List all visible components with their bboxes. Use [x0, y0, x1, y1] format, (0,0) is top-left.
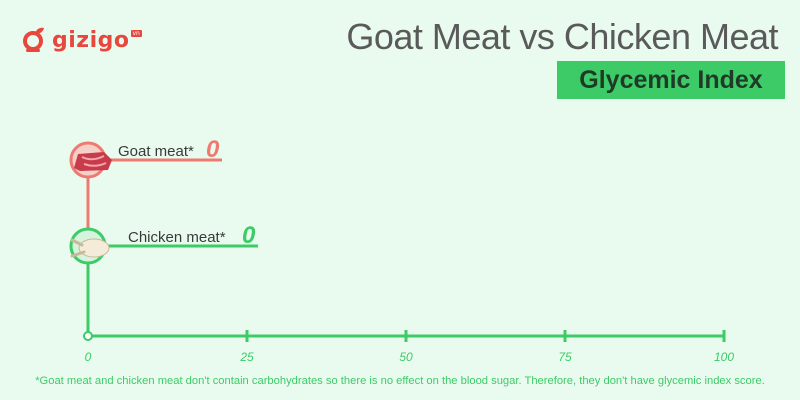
- chicken-body-shape: [78, 238, 110, 258]
- goat-meat-marbling-shape: [81, 155, 107, 167]
- brand-logo[interactable]: gizigo vn: [22, 26, 142, 54]
- page-title: Goat Meat vs Chicken Meat: [346, 16, 778, 57]
- x-tick-label-0: 0: [85, 350, 92, 364]
- chicken-legs-shape: [70, 238, 86, 258]
- footnote: *Goat meat and chicken meat don't contai…: [35, 375, 765, 387]
- axis-origin-marker: [83, 331, 93, 341]
- category-label-goat-meat: Goat meat*: [118, 143, 194, 160]
- brand-name: gizigo: [52, 27, 130, 53]
- x-tick-label-100: 100: [714, 350, 734, 364]
- goat-meat-steak-shape: [74, 152, 112, 171]
- x-tick-label-50: 50: [399, 350, 413, 364]
- brand-tag: vn: [130, 29, 142, 37]
- chart-subtitle-badge: Glycemic Index: [557, 61, 785, 99]
- value-label-goat-meat: 0: [206, 136, 220, 163]
- gizigo-logo-icon: [23, 27, 44, 52]
- x-tick-label-75: 75: [558, 350, 572, 364]
- x-tick-label-25: 25: [239, 350, 254, 364]
- category-label-chicken-meat: Chicken meat*: [128, 229, 226, 246]
- value-label-chicken-meat: 0: [242, 222, 256, 249]
